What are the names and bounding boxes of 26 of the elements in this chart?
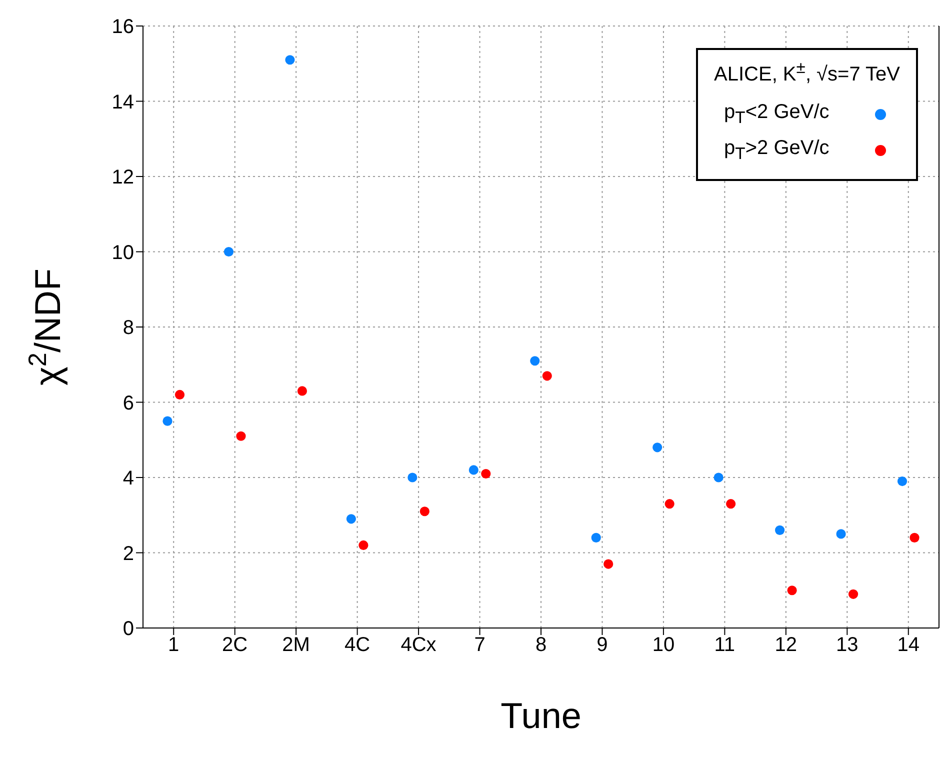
legend-title: ALICE, K$^{±}$, √s=7 TeV — [714, 58, 900, 87]
y-tick-label: 4 — [122, 468, 134, 490]
x-tick-label: 2C — [222, 634, 248, 656]
legend-label: p$_{T}$>2 GeV/c — [724, 136, 830, 165]
x-tick-label: 4Cx — [400, 634, 436, 656]
x-tick-label: 11 — [714, 634, 736, 656]
y-tick-label: 10 — [112, 242, 134, 264]
y-tick-label: 12 — [112, 166, 134, 189]
x-tick-label: 13 — [836, 634, 858, 656]
x-tick-label: 9 — [596, 634, 608, 656]
x-tick-label: 4C — [344, 634, 370, 656]
y-tick-label: 8 — [122, 317, 134, 340]
x-tick-label: 8 — [535, 634, 547, 656]
y-tick-label: 16 — [112, 16, 134, 38]
y-tick-label: 0 — [122, 618, 134, 640]
x-tick-label: 14 — [897, 634, 920, 656]
x-tick-label: 10 — [652, 634, 675, 656]
y-tick-label: 2 — [122, 542, 134, 565]
legend-label: p$_{T}$<2 GeV/c — [724, 100, 830, 129]
y-tick-label: 6 — [122, 392, 134, 414]
x-axis-title: Tune — [500, 695, 582, 736]
x-tick-label: 7 — [474, 634, 486, 656]
x-tick-label: 2M — [282, 634, 310, 656]
x-tick-label: 1 — [168, 634, 180, 656]
x-tick-label: 12 — [774, 634, 798, 656]
y-tick-label: 14 — [112, 91, 134, 114]
